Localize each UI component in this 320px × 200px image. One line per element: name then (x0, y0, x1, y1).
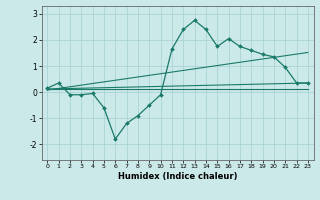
X-axis label: Humidex (Indice chaleur): Humidex (Indice chaleur) (118, 172, 237, 181)
